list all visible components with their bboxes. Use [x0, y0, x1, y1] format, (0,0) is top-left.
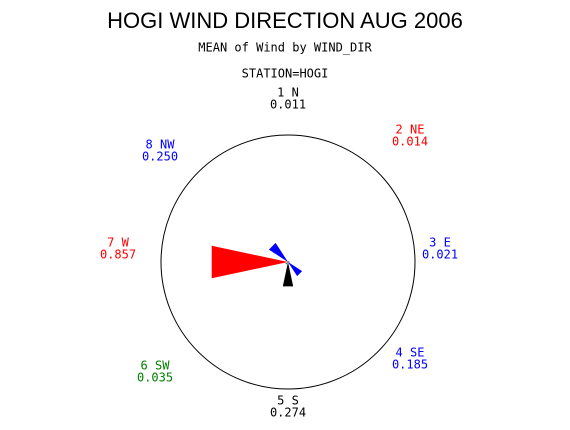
direction-label: 6 SW: [141, 359, 171, 373]
wind-wedge: [282, 262, 294, 287]
rose-circle: [160, 134, 416, 390]
direction-label: 2 NE: [396, 123, 425, 137]
wind-wedge: [211, 245, 288, 279]
chart-subtitle: MEAN of Wind by WIND_DIR: [198, 41, 372, 55]
value-label: 0.250: [142, 150, 178, 164]
value-label: 0.185: [392, 358, 428, 372]
value-label: 0.014: [392, 135, 428, 149]
value-label: 0.857: [100, 248, 136, 262]
direction-label: 8 NW: [146, 138, 176, 152]
value-label: 0.035: [137, 371, 173, 385]
wind-wedge: [268, 242, 288, 262]
direction-label: 4 SE: [396, 346, 425, 360]
direction-label: 7 W: [107, 236, 129, 250]
direction-label: 5 S: [277, 394, 299, 408]
wind-wedge: [288, 260, 290, 262]
wind-wedge: [288, 262, 303, 277]
wind-wedge: [285, 262, 288, 265]
value-label: 0.021: [422, 248, 458, 262]
wind-wedge: [288, 261, 290, 263]
direction-label: 3 E: [429, 236, 451, 250]
direction-label: 1 N: [277, 86, 299, 100]
value-label: 0.011: [270, 98, 306, 112]
station-label: STATION=HOGI: [242, 67, 329, 81]
chart-title: HOGI WIND DIRECTION AUG 2006: [107, 8, 463, 33]
value-label: 0.274: [270, 406, 306, 420]
